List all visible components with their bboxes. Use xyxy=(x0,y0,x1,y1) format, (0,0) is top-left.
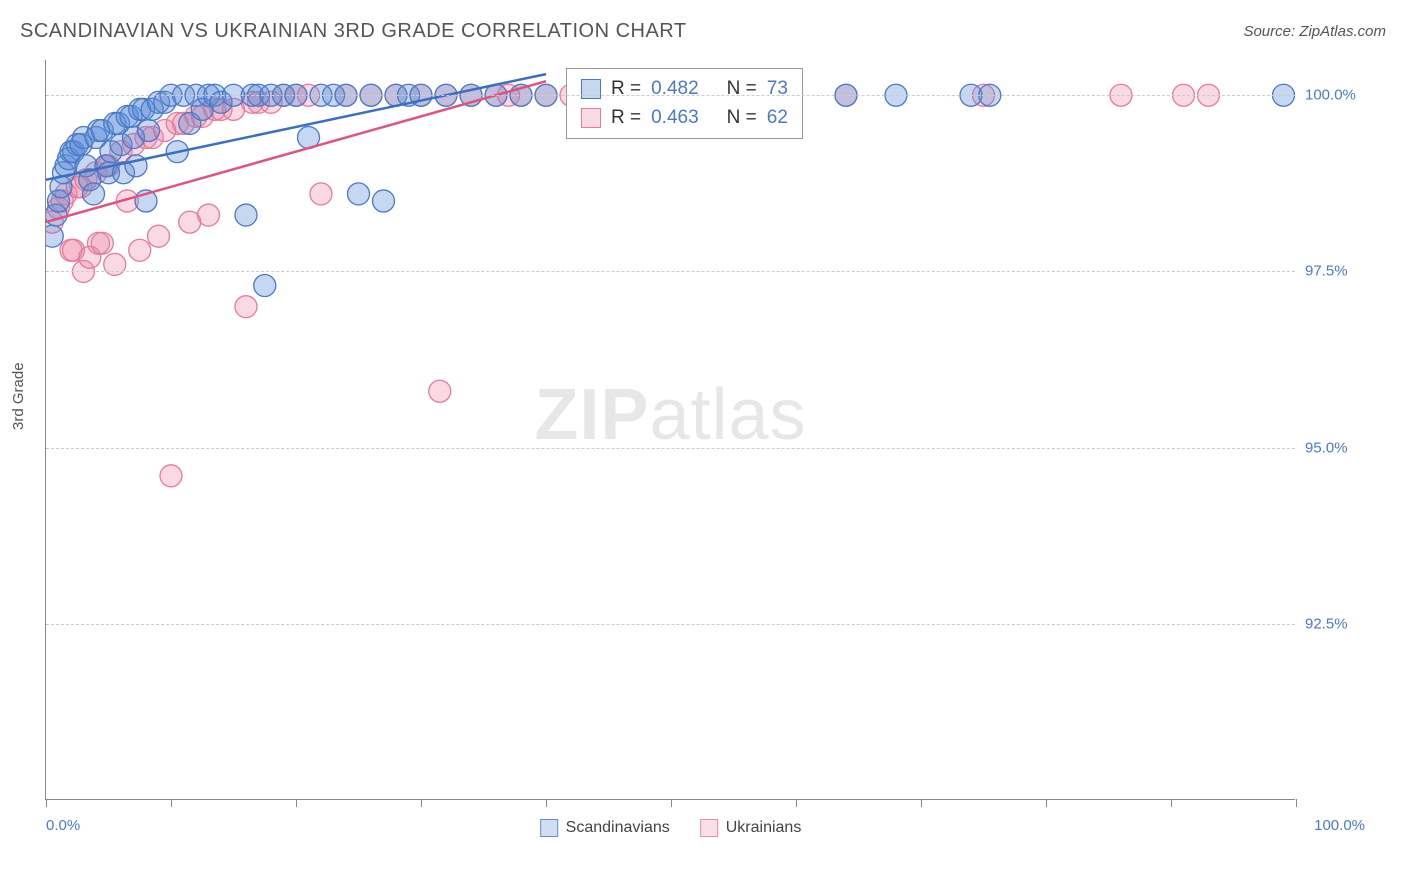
swatch-icon xyxy=(540,819,558,837)
chart-plot-area: R = 0.482 N = 73 R = 0.463 N = 62 ZIPatl… xyxy=(45,60,1295,800)
n-value-ukrainians: 62 xyxy=(767,104,788,133)
x-tick xyxy=(1171,799,1172,807)
x-tick xyxy=(546,799,547,807)
y-tick-label: 97.5% xyxy=(1305,263,1375,280)
legend: Scandinavians Ukrainians xyxy=(540,819,802,837)
x-tick xyxy=(296,799,297,807)
y-tick-label: 100.0% xyxy=(1305,87,1375,104)
r-value-scandinavians: 0.482 xyxy=(651,75,699,104)
legend-label: Ukrainians xyxy=(726,819,802,837)
n-label: N = xyxy=(727,104,757,133)
legend-item-ukrainians: Ukrainians xyxy=(700,819,802,837)
source-attribution: Source: ZipAtlas.com xyxy=(1243,23,1386,40)
x-tick xyxy=(671,799,672,807)
swatch-icon xyxy=(700,819,718,837)
chart-title: SCANDINAVIAN VS UKRAINIAN 3RD GRADE CORR… xyxy=(20,20,687,43)
x-tick xyxy=(421,799,422,807)
swatch-icon xyxy=(581,79,601,99)
x-tick xyxy=(796,799,797,807)
swatch-icon xyxy=(581,108,601,128)
stats-row-scandinavians: R = 0.482 N = 73 xyxy=(581,75,788,104)
x-tick xyxy=(921,799,922,807)
x-axis-max-label: 100.0% xyxy=(1314,817,1365,834)
legend-label: Scandinavians xyxy=(566,819,670,837)
gridline xyxy=(46,448,1295,449)
n-value-scandinavians: 73 xyxy=(767,75,788,104)
x-axis-min-label: 0.0% xyxy=(46,817,80,834)
r-value-ukrainians: 0.463 xyxy=(651,104,699,133)
y-axis-label: 3rd Grade xyxy=(10,362,27,430)
scatter-svg xyxy=(46,60,1296,800)
n-label: N = xyxy=(727,75,757,104)
x-tick xyxy=(1296,799,1297,807)
gridline xyxy=(46,271,1295,272)
r-label: R = xyxy=(611,104,641,133)
y-tick-label: 95.0% xyxy=(1305,439,1375,456)
stats-row-ukrainians: R = 0.463 N = 62 xyxy=(581,104,788,133)
gridline xyxy=(46,624,1295,625)
r-label: R = xyxy=(611,75,641,104)
correlation-stats-box: R = 0.482 N = 73 R = 0.463 N = 62 xyxy=(566,68,803,139)
gridline xyxy=(46,95,1295,96)
y-tick-label: 92.5% xyxy=(1305,615,1375,632)
x-tick xyxy=(171,799,172,807)
legend-item-scandinavians: Scandinavians xyxy=(540,819,670,837)
x-tick xyxy=(1046,799,1047,807)
x-tick xyxy=(46,799,47,807)
